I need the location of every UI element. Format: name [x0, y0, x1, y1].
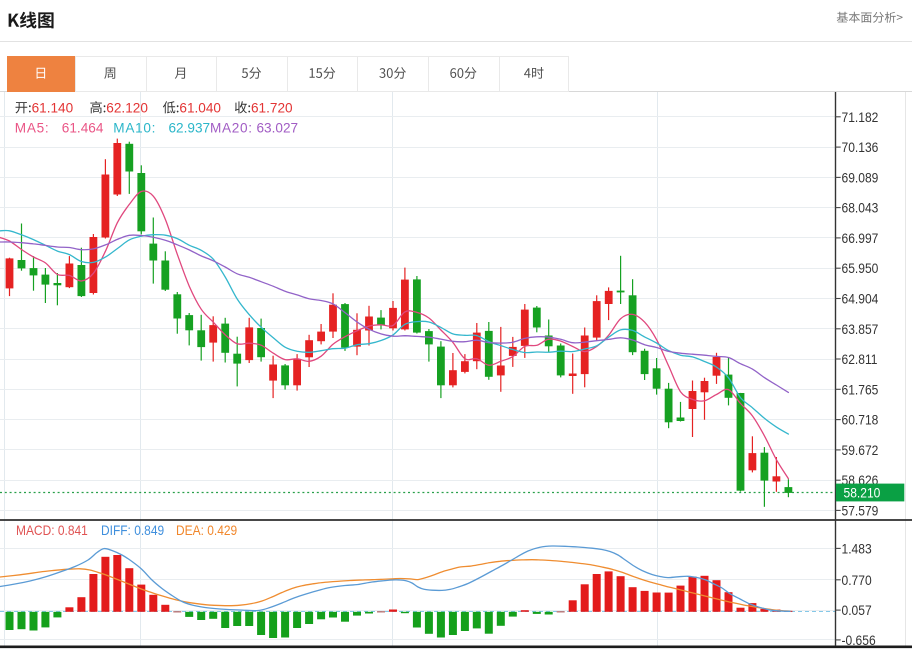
svg-text:DEA: 0.429: DEA: 0.429	[176, 522, 237, 538]
svg-text:MA10:: MA10:	[113, 120, 156, 135]
svg-text:71.182: 71.182	[842, 109, 879, 125]
svg-text:61.140: 61.140	[32, 100, 74, 115]
svg-text:66.997: 66.997	[842, 230, 879, 246]
svg-text:DIFF: 0.849: DIFF: 0.849	[101, 522, 164, 538]
svg-text:MA20:: MA20:	[210, 120, 253, 135]
svg-text:61.720: 61.720	[251, 100, 293, 115]
svg-text:0.770: 0.770	[842, 572, 872, 588]
svg-text:0.057: 0.057	[842, 602, 872, 618]
svg-text:58.210: 58.210	[844, 485, 881, 501]
svg-text:70.136: 70.136	[842, 139, 879, 155]
svg-text:-0.656: -0.656	[842, 632, 876, 648]
svg-text:1.483: 1.483	[842, 541, 872, 557]
svg-text:MA5:: MA5:	[15, 120, 50, 135]
svg-text:69.089: 69.089	[842, 170, 879, 186]
svg-text:62.937: 62.937	[169, 120, 211, 135]
svg-text:57.579: 57.579	[842, 503, 879, 519]
svg-text:61.040: 61.040	[179, 100, 221, 115]
svg-text:59.672: 59.672	[842, 442, 879, 458]
svg-text:64.904: 64.904	[842, 291, 879, 307]
svg-text:68.043: 68.043	[842, 200, 879, 216]
svg-text:62.811: 62.811	[842, 351, 878, 367]
svg-text:MACD: 0.841: MACD: 0.841	[16, 522, 88, 538]
svg-text:65.950: 65.950	[842, 261, 879, 277]
svg-text:61.765: 61.765	[842, 382, 879, 398]
svg-text:62.120: 62.120	[106, 100, 148, 115]
svg-text:63.857: 63.857	[842, 321, 879, 337]
svg-text:61.464: 61.464	[62, 120, 104, 135]
svg-text:60.718: 60.718	[842, 412, 879, 428]
svg-text:63.027: 63.027	[257, 120, 299, 135]
